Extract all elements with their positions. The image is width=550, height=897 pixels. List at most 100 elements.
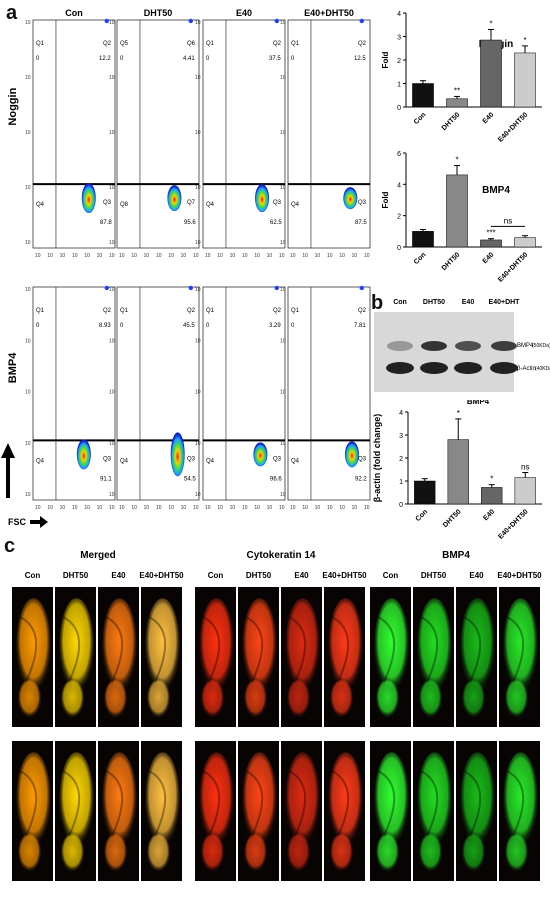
quadrant-label-lr: Q3	[273, 456, 282, 462]
x-tick-label: 10	[72, 253, 78, 259]
bar	[481, 487, 503, 505]
y-tick-label: 10	[25, 130, 31, 136]
band-size-bmp4: (50KDa)	[532, 343, 550, 349]
tissue-fold	[288, 770, 307, 837]
embryo-tissue-lower	[147, 833, 170, 873]
embryo-tissue	[59, 598, 94, 694]
category-label: Con	[413, 111, 428, 126]
band-size-actin: (40KDa)	[535, 366, 550, 372]
x-tick-label: 10	[72, 505, 78, 511]
y-tick-label: 10	[280, 130, 286, 136]
embryo-tissue	[16, 598, 51, 694]
tissue-fold	[202, 616, 221, 683]
quadrant-value-ur: 12.5	[354, 56, 366, 62]
bmp4-fold-chart: 0 2 4 6 Fold BMP4 Con * DHT50 *** E40 E40+DHT50 ns	[381, 151, 542, 284]
bar	[514, 237, 536, 248]
tissue-fold	[148, 770, 167, 837]
x-tick-label: 10	[254, 505, 260, 511]
quadrant-value-lr: 96.6	[270, 476, 282, 482]
y-tick-label: 4	[399, 410, 403, 417]
group-title: BMP4	[442, 550, 470, 561]
category-label: DHT50	[442, 508, 463, 529]
condition-header: E40	[236, 8, 252, 18]
beta-actin-band	[454, 362, 482, 374]
quadrant-label-ur: Q2	[358, 308, 367, 314]
tissue-fold	[288, 616, 307, 683]
y-tick-label: 6	[397, 151, 401, 158]
flow-plot-frame	[287, 19, 371, 249]
lane-label: DHT50	[246, 571, 272, 580]
y-tick-label: 4	[397, 11, 401, 18]
y-tick-label: 10	[195, 75, 201, 81]
lane-label: Con	[393, 299, 407, 306]
x-tick-label: 10	[315, 505, 321, 511]
quadrant-label-lr: Q3	[358, 456, 367, 462]
embryo-tissue-lower	[505, 679, 528, 719]
quadrant-value-ul: 0	[206, 56, 210, 62]
quadrant-value-ul: 0	[36, 56, 40, 62]
embryo-tissue	[328, 752, 363, 848]
embryo-tissue-lower	[376, 679, 399, 719]
category-label: E40+DHT50	[497, 508, 529, 540]
lane-label: E40	[111, 571, 126, 580]
embryo-tissue-lower	[104, 833, 127, 873]
y-axis-label: β-actin (fold change)	[372, 414, 382, 503]
tissue-fold	[148, 616, 167, 683]
x-tick-label: 10	[205, 505, 211, 511]
outlier-dot	[188, 18, 193, 24]
significance-marker: *	[455, 156, 458, 165]
y-tick-label: 10	[195, 20, 201, 26]
embryo-tissue	[374, 752, 409, 848]
x-tick-label: 10	[254, 253, 260, 259]
bar	[514, 52, 536, 108]
y-tick-label: 10	[280, 75, 286, 81]
quadrant-label-lr: Q3	[358, 200, 367, 206]
significance-marker: *	[523, 36, 526, 45]
quadrant-label-ul: Q1	[291, 41, 300, 47]
y-tick-label: 3	[399, 433, 403, 440]
quadrant-label-ur: Q6	[187, 41, 196, 47]
tissue-fold	[377, 770, 396, 837]
significance-marker: ns	[521, 462, 529, 471]
embryo-tissue-lower	[287, 833, 310, 873]
flow-plot-frame	[116, 19, 200, 249]
embryo-tissue-lower	[376, 833, 399, 873]
quadrant-label-ll: Q4	[36, 458, 45, 464]
outlier-dot	[274, 18, 279, 24]
tissue-fold	[62, 616, 81, 683]
x-tick-label: 10	[290, 505, 296, 511]
quadrant-value-ul: 0	[291, 323, 295, 329]
y-tick-label: 0	[397, 105, 401, 112]
embryo-tissue	[460, 598, 495, 694]
x-tick-label: 10	[193, 253, 199, 259]
x-tick-label: 10	[327, 505, 333, 511]
significance-marker: **	[454, 86, 460, 95]
condition-header: Con	[65, 8, 83, 18]
x-tick-label: 10	[84, 253, 90, 259]
y-tick-label: 10	[195, 390, 201, 396]
western-blot: Con DHT50 E40 E40+DHT BMP4(50KDa) β-Actin (40K…	[374, 299, 550, 392]
x-tick-label: 10	[97, 253, 103, 259]
cell-population-hotspot	[255, 184, 270, 213]
x-tick-label: 10	[144, 505, 150, 511]
x-tick-label: 10	[315, 253, 321, 259]
x-tick-label: 10	[352, 505, 358, 511]
embryo-tissue	[102, 598, 137, 694]
category-label: Con	[415, 508, 430, 523]
quadrant-label-ul: Q1	[291, 308, 300, 314]
bar	[412, 83, 434, 108]
quadrant-label-ur: Q2	[273, 308, 282, 314]
x-tick-label: 10	[47, 505, 53, 511]
x-tick-label: 10	[109, 253, 115, 259]
quadrant-value-ur: 12.2	[99, 56, 111, 62]
quadrant-value-ur: 37.5	[269, 56, 281, 62]
lane-label: DHT50	[63, 571, 89, 580]
embryo-tissue-lower	[505, 833, 528, 873]
tissue-fold	[506, 770, 525, 837]
embryo-tissue	[59, 752, 94, 848]
embryo-tissue	[374, 598, 409, 694]
quadrant-value-lr: 91.1	[100, 476, 112, 482]
lane-label: Con	[25, 571, 41, 580]
quadrant-label-ul: Q5	[120, 41, 129, 47]
outlier-dot	[188, 285, 193, 291]
